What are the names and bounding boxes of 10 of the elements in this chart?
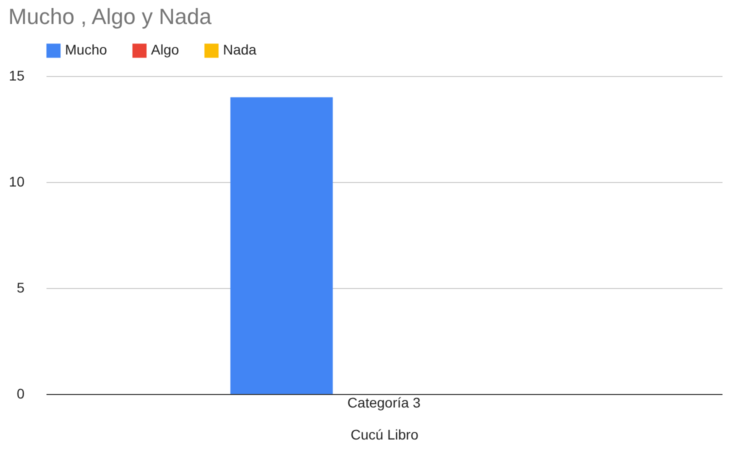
y-tick-label: 15	[8, 68, 25, 84]
legend-label: Mucho	[65, 42, 108, 58]
y-tick-label: 5	[16, 280, 25, 296]
legend-label: Nada	[223, 42, 257, 58]
y-tick-label: 10	[8, 174, 25, 190]
chart-title: Mucho , Algo y Nada	[8, 4, 212, 29]
legend-label: Algo	[151, 42, 180, 58]
y-tick-label: 0	[16, 386, 25, 402]
x-tick-label: Categoría 3	[347, 394, 421, 410]
x-axis-title: Cucú Libro	[350, 426, 419, 442]
